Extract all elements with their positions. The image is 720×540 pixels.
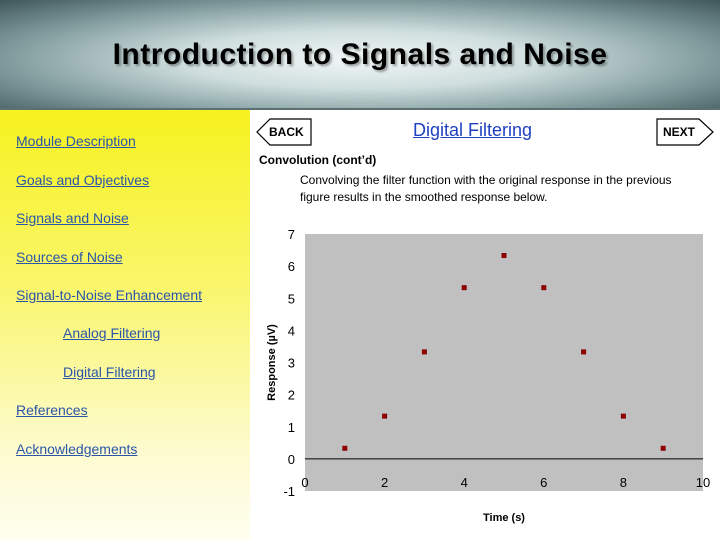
section-title: Digital Filtering (413, 120, 533, 140)
data-point (342, 445, 348, 451)
x-axis-label: Time (s) (483, 512, 525, 524)
y-tick-label: 6 (288, 259, 295, 274)
next-button[interactable]: NEXT (656, 118, 714, 146)
back-button-label: BACK (269, 125, 304, 139)
page-title: Introduction to Signals and Noise (112, 38, 608, 71)
next-button-label: NEXT (663, 125, 696, 139)
sidebar-item-goals-and-objectives[interactable]: Goals and Objectives (16, 172, 150, 188)
back-button[interactable]: BACK (256, 118, 312, 146)
data-point (581, 349, 587, 355)
sidebar-item-acknowledgements[interactable]: Acknowledgements (16, 441, 138, 457)
data-point (421, 349, 427, 355)
description-text: Convolving the filter function with the … (300, 173, 672, 204)
x-tick-label: 4 (461, 475, 468, 490)
y-tick-label: 1 (288, 420, 295, 435)
data-point (541, 285, 547, 291)
data-point (382, 413, 388, 419)
y-tick-label: 3 (288, 356, 295, 371)
y-tick-label: 5 (288, 291, 295, 306)
data-point (461, 285, 467, 291)
subheading: Convolution (cont’d) (259, 153, 377, 167)
data-point (501, 253, 507, 259)
next-arrow-icon (656, 118, 714, 146)
sidebar-item-module-description[interactable]: Module Description (16, 133, 136, 149)
sidebar: Module Description Goals and Objectives … (0, 110, 250, 540)
x-tick-label: 8 (620, 475, 627, 490)
y-tick-label: 2 (288, 388, 295, 403)
y-axis-label: Response (µV) (266, 324, 278, 401)
sidebar-item-analog-filtering[interactable]: Analog Filtering (63, 325, 161, 341)
x-tick-label: 0 (301, 475, 308, 490)
sidebar-item-signal-to-noise-enhancement[interactable]: Signal-to-Noise Enhancement (16, 287, 202, 303)
back-arrow-icon (256, 118, 312, 146)
sidebar-item-digital-filtering[interactable]: Digital Filtering (63, 364, 156, 380)
x-tick-label: 6 (540, 475, 547, 490)
y-tick-label: -1 (283, 484, 295, 499)
header-banner: Introduction to Signals and Noise (0, 0, 720, 110)
x-tick-label: 2 (381, 475, 388, 490)
x-tick-label: 10 (696, 475, 710, 490)
sidebar-item-sources-of-noise[interactable]: Sources of Noise (16, 249, 123, 265)
y-tick-label: 4 (288, 323, 295, 338)
y-tick-label: 0 (288, 452, 295, 467)
data-point (620, 413, 626, 419)
y-tick-label: 7 (288, 227, 295, 242)
sidebar-item-signals-and-noise[interactable]: Signals and Noise (16, 210, 129, 226)
sidebar-item-references[interactable]: References (16, 402, 88, 418)
data-point (660, 445, 666, 451)
plot-area (305, 234, 703, 491)
response-chart: -1 0 1 2 3 4 5 6 7 0 2 4 6 8 10 Time (s) Response (µV… (266, 227, 710, 524)
